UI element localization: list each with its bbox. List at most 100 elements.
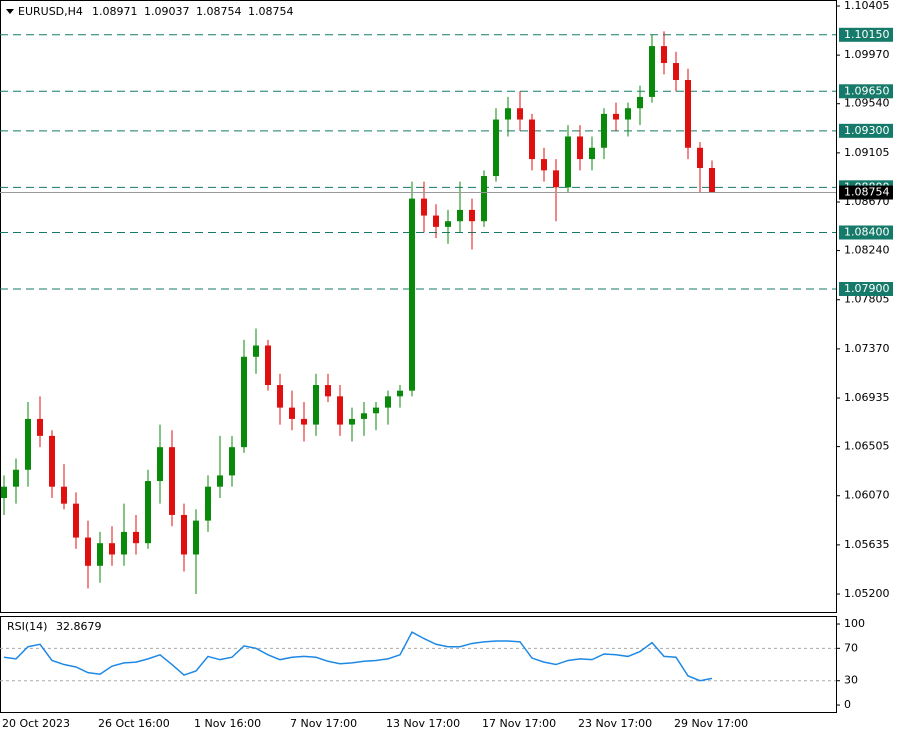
level-label-box xyxy=(839,123,893,138)
candle-body xyxy=(529,119,535,160)
rsi-panel xyxy=(0,616,837,713)
candle-body xyxy=(673,63,679,80)
x-tick-label: 13 Nov 17:00 xyxy=(386,717,460,730)
candle-body xyxy=(589,147,595,160)
candle-body xyxy=(301,418,307,425)
level-label-box xyxy=(839,281,893,296)
candle-body xyxy=(493,119,499,177)
candle-body xyxy=(709,167,715,193)
x-tick-label: 17 Nov 17:00 xyxy=(482,717,556,730)
candle-body xyxy=(385,396,391,408)
candle-body xyxy=(565,136,571,188)
x-tick-label: 20 Oct 2023 xyxy=(2,717,70,730)
x-tick-label: 7 Nov 17:00 xyxy=(290,717,357,730)
candle-body xyxy=(517,108,523,120)
level-label: 1.09300 xyxy=(844,124,890,137)
y-tick-label: 70 xyxy=(844,641,858,654)
candle-body xyxy=(685,79,691,148)
level-label: 1.08400 xyxy=(844,226,890,239)
candle-body xyxy=(229,447,235,476)
candle-body xyxy=(109,543,115,555)
level-label: 1.10150 xyxy=(844,28,890,41)
candle-body xyxy=(481,176,487,222)
candle-body xyxy=(313,385,319,425)
y-tick-label: 100 xyxy=(844,617,865,630)
candle-body xyxy=(349,418,355,425)
candle-body xyxy=(37,418,43,436)
chart-header: EURUSD,H4 1.08971 1.09037 1.08754 1.0875… xyxy=(6,5,294,18)
candle-body xyxy=(145,481,151,544)
y-tick-label: 1.05635 xyxy=(844,538,890,551)
candle-body xyxy=(553,170,559,188)
candle-body xyxy=(217,475,223,487)
header-arrow xyxy=(6,9,14,14)
candle-body xyxy=(325,385,331,397)
y-tick-label: 1.05200 xyxy=(844,587,890,600)
candle-body xyxy=(73,503,79,538)
candle-body xyxy=(1,486,7,499)
level-label: 1.09650 xyxy=(844,84,890,97)
candle-body xyxy=(469,209,475,222)
candle-body xyxy=(49,435,55,487)
candle-body xyxy=(433,215,439,227)
level-label-box xyxy=(839,84,893,99)
x-tick-label: 29 Nov 17:00 xyxy=(674,717,748,730)
open-value: 1.08971 xyxy=(92,5,138,18)
candle-body xyxy=(601,113,607,148)
y-tick-label: 0 xyxy=(844,698,851,711)
y-tick-label: 1.08240 xyxy=(844,244,890,257)
high-value: 1.09037 xyxy=(144,5,190,18)
level-label-box xyxy=(839,225,893,240)
candle-body xyxy=(421,198,427,216)
candle-body xyxy=(61,486,67,504)
y-tick-label: 1.10405 xyxy=(844,0,890,12)
candle-body xyxy=(505,108,511,120)
candle-body xyxy=(637,96,643,109)
candle-body xyxy=(85,537,91,566)
candle-body xyxy=(661,46,667,64)
symbol: EURUSD,H4 xyxy=(18,5,83,18)
candle-body xyxy=(409,198,415,391)
candle-body xyxy=(205,486,211,521)
candle-body xyxy=(337,396,343,425)
candle-body xyxy=(445,221,451,227)
candle-body xyxy=(157,447,163,482)
candle-body xyxy=(397,390,403,397)
candle-body xyxy=(181,514,187,555)
y-tick-label: 1.06935 xyxy=(844,391,890,404)
candle-body xyxy=(289,407,295,419)
level-label: 1.07900 xyxy=(844,282,890,295)
candle-body xyxy=(193,520,199,555)
candle-body xyxy=(265,345,271,386)
level-label-box xyxy=(839,27,893,42)
x-tick-label: 26 Oct 16:00 xyxy=(98,717,170,730)
candle-body xyxy=(121,531,127,555)
candle-body xyxy=(241,356,247,448)
candle-body xyxy=(133,531,139,544)
candle-body xyxy=(97,543,103,566)
candle-body xyxy=(697,147,703,168)
y-tick-label: 1.06070 xyxy=(844,489,890,502)
candle-body xyxy=(253,345,259,357)
rsi-value: 32.8679 xyxy=(56,620,102,633)
candle-body xyxy=(13,469,19,487)
y-tick-label: 1.07370 xyxy=(844,342,890,355)
y-tick-label: 1.09970 xyxy=(844,48,890,61)
candle-body xyxy=(361,413,367,419)
current-price-label: 1.08754 xyxy=(844,186,890,199)
current-price-box xyxy=(839,185,893,200)
candle-body xyxy=(457,209,463,222)
y-tick-label: 1.06505 xyxy=(844,440,890,453)
rsi-title: RSI(14) xyxy=(7,620,47,633)
y-tick-label: 30 xyxy=(844,674,858,687)
candle-body xyxy=(625,108,631,120)
low-value: 1.08754 xyxy=(196,5,242,18)
candle-body xyxy=(277,385,283,408)
candle-body xyxy=(25,418,31,470)
rsi-line xyxy=(3,631,713,682)
candle-body xyxy=(373,407,379,414)
x-tick-label: 23 Nov 17:00 xyxy=(578,717,652,730)
candle-body xyxy=(541,159,547,171)
x-tick-label: 1 Nov 16:00 xyxy=(194,717,261,730)
